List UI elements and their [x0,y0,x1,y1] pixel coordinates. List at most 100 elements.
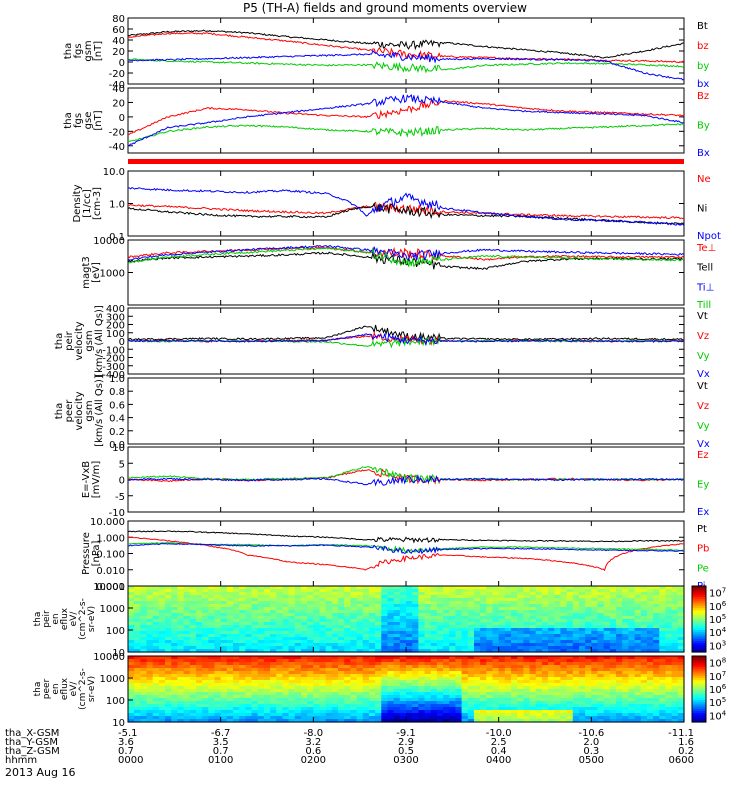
peir-spectrogram-cell [436,643,444,647]
peir-spectrogram-cell [134,637,141,641]
peir-spectrogram-cell [406,649,413,653]
peer-spectrogram-cell [140,716,148,720]
peir-spectrogram-cell [245,616,253,620]
peer-spectrogram-cell [263,662,271,666]
peir-spectrogram-cell [418,607,426,611]
peir-spectrogram-cell [331,646,339,650]
peir-spectrogram-cell [548,595,555,599]
peir-spectrogram-cell [517,637,524,641]
peer-spectrogram-cell [646,695,654,699]
peir-spectrogram-cell [189,622,197,626]
peir-spectrogram-cell [220,637,228,641]
peer-spectrogram-cell [381,716,389,720]
peir-spectrogram-cell [436,628,444,632]
peir-spectrogram-ylabel-line: eflux [60,607,70,630]
peer-spectrogram-cell [307,707,314,711]
peir-spectrogram-cell [356,649,364,653]
peir-spectrogram-cell [498,592,506,596]
peir-spectrogram-cell [368,619,376,623]
orbit-y-value: 3.6 [118,737,134,748]
peir-spectrogram-cell [350,622,358,626]
peir-spectrogram-cell [220,595,228,599]
peer-spectrogram-cell [313,698,321,702]
peer-spectrogram-cell [535,719,543,723]
peer-spectrogram-cell [566,656,574,660]
peir-spectrogram-cell [387,616,395,620]
peir-spectrogram-cell [387,628,395,632]
peir-spectrogram-cell [257,595,265,599]
peer-spectrogram-cell [375,656,382,660]
peir-spectrogram-cell [245,625,253,629]
peir-spectrogram-cell [455,595,463,599]
peer-spectrogram-cell [486,713,494,717]
peir-spectrogram-cell [146,628,154,632]
peir-spectrogram-cell [653,625,660,629]
peer-spectrogram-cell [548,692,555,696]
peer-spectrogram-cell [424,662,432,666]
peir-spectrogram-cell [541,616,549,620]
peir-spectrogram-cell [134,616,141,620]
peir-spectrogram-cell [282,649,290,653]
peer-spectrogram-cell [443,674,450,678]
peir-spectrogram-cell [171,643,179,647]
peir-spectrogram-cell [492,646,500,650]
peer-spectrogram-cell [270,665,277,669]
peir-spectrogram-cell [498,619,506,623]
peer-spectrogram-cell [535,656,543,660]
peer-spectrogram-cell [257,662,265,666]
peer-spectrogram-cell [319,692,327,696]
peir-spectrogram-cell [263,592,271,596]
peir-spectrogram-cell [350,643,358,647]
peer-spectrogram-cell [486,671,494,675]
peer-spectrogram-cell [511,707,518,711]
peir-spectrogram-cell [486,649,494,653]
peir-spectrogram-cell [399,610,407,614]
peer-spectrogram-cell [406,677,413,681]
peer-spectrogram-cell [220,719,228,723]
peir-spectrogram-cell [128,625,135,629]
peir-spectrogram-cell [572,643,580,647]
peir-spectrogram-cell [362,640,370,644]
peer-spectrogram-cell [517,680,524,684]
temperature-ylabel: magt3[eV] [81,256,102,289]
peer-spectrogram-cell [424,698,432,702]
peir-spectrogram-cell [220,643,228,647]
peir-spectrogram-cell [677,586,685,590]
peer-spectrogram-cell [634,710,642,714]
peer-spectrogram-cell [578,674,586,678]
peir-spectrogram-cell [344,586,351,590]
peer-spectrogram-cell [640,656,648,660]
peir-spectrogram-cell [628,607,636,611]
peer-spectrogram-cell [263,692,271,696]
peir-spectrogram-cell [183,640,191,644]
peer-spectrogram-cell [677,695,685,699]
peer-spectrogram-cell [646,656,654,660]
peir-spectrogram-cell [245,640,253,644]
peir-spectrogram-cell [591,601,599,605]
peer-spectrogram-cell [263,659,271,663]
peir-spectrogram-cell [424,601,432,605]
peir-spectrogram-cell [646,592,654,596]
peer-spectrogram-cell [350,680,358,684]
peir-spectrogram-cell [566,643,574,647]
peer-spectrogram-colorbar-cell [692,656,706,659]
peir-spectrogram-cell [313,592,321,596]
peer-spectrogram-cell [455,659,463,663]
peer-spectrogram-cell [473,665,481,669]
peir-spectrogram-cell [319,586,327,590]
peer-spectrogram-cell [418,695,426,699]
peir-spectrogram-cell [344,589,351,593]
peer-spectrogram-cell [406,692,413,696]
peir-spectrogram-cell [338,589,345,593]
peer-spectrogram-cell [646,707,654,711]
peir-spectrogram-cell [603,637,611,641]
peir-spectrogram-cell [659,613,667,617]
peir-spectrogram-cell [350,589,358,593]
peer-spectrogram-cell [473,689,481,693]
fgs-gse-legend-1: By [697,121,710,132]
peir-spectrogram-cell [671,631,679,635]
peir-spectrogram-cell [381,598,389,602]
peir-spectrogram-cell [331,622,339,626]
peer-spectrogram-cell [578,710,586,714]
peer-spectrogram-cell [634,656,642,660]
